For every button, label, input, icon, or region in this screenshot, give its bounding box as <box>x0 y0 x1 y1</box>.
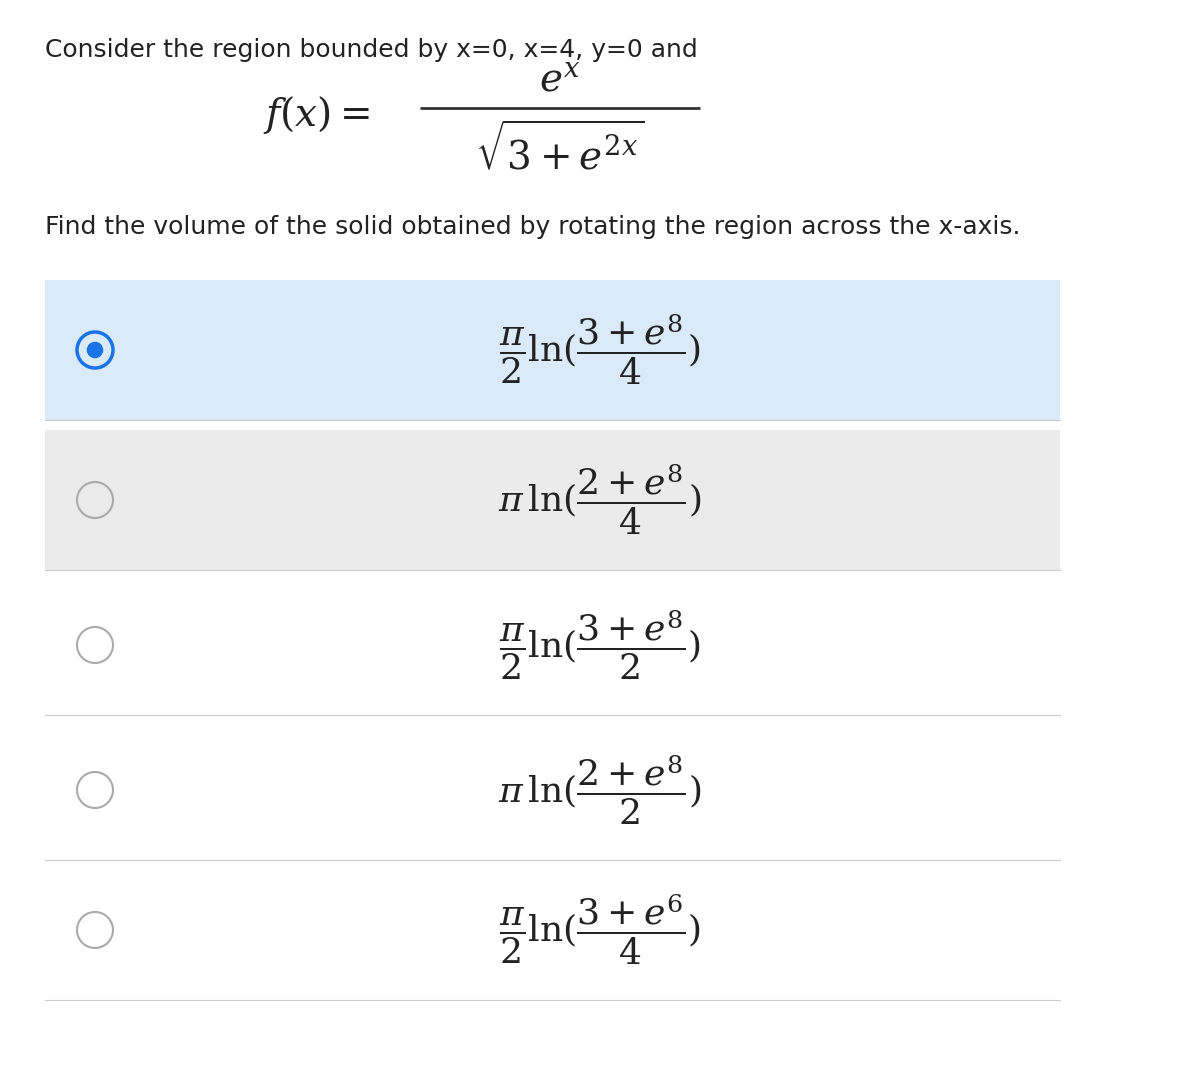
Text: $\dfrac{\pi}{2}\mathrm{ln}(\dfrac{3 + e^8}{\;\;4\;\;})$: $\dfrac{\pi}{2}\mathrm{ln}(\dfrac{3 + e^… <box>499 313 701 387</box>
Text: $\dfrac{\pi}{2}\mathrm{ln}(\dfrac{3 + e^6}{\;\;4\;\;})$: $\dfrac{\pi}{2}\mathrm{ln}(\dfrac{3 + e^… <box>499 893 701 967</box>
Bar <box>46 575 1060 715</box>
Text: $f(x) =$: $f(x) =$ <box>263 94 370 136</box>
Text: $\pi \,\mathrm{ln}(\dfrac{2 + e^8}{\;\;2\;\;})$: $\pi \,\mathrm{ln}(\dfrac{2 + e^8}{\;\;2… <box>498 754 702 826</box>
Bar <box>46 721 1060 859</box>
Text: Consider the region bounded by x=0, x=4, y=0 and: Consider the region bounded by x=0, x=4,… <box>46 38 697 62</box>
Bar <box>46 430 1060 570</box>
Text: $e^{x}$: $e^{x}$ <box>539 61 581 99</box>
Text: $\sqrt{3 + e^{2x}}$: $\sqrt{3 + e^{2x}}$ <box>475 123 644 177</box>
Text: $\pi \,\mathrm{ln}(\dfrac{2 + e^8}{\;\;4\;\;})$: $\pi \,\mathrm{ln}(\dfrac{2 + e^8}{\;\;4… <box>498 463 702 537</box>
Bar <box>46 859 1060 1000</box>
Text: Find the volume of the solid obtained by rotating the region across the x-axis.: Find the volume of the solid obtained by… <box>46 215 1020 239</box>
Bar <box>46 280 1060 420</box>
Text: $\dfrac{\pi}{2}\mathrm{ln}(\dfrac{3 + e^8}{\;\;2\;\;})$: $\dfrac{\pi}{2}\mathrm{ln}(\dfrac{3 + e^… <box>499 608 701 682</box>
Circle shape <box>88 342 102 357</box>
